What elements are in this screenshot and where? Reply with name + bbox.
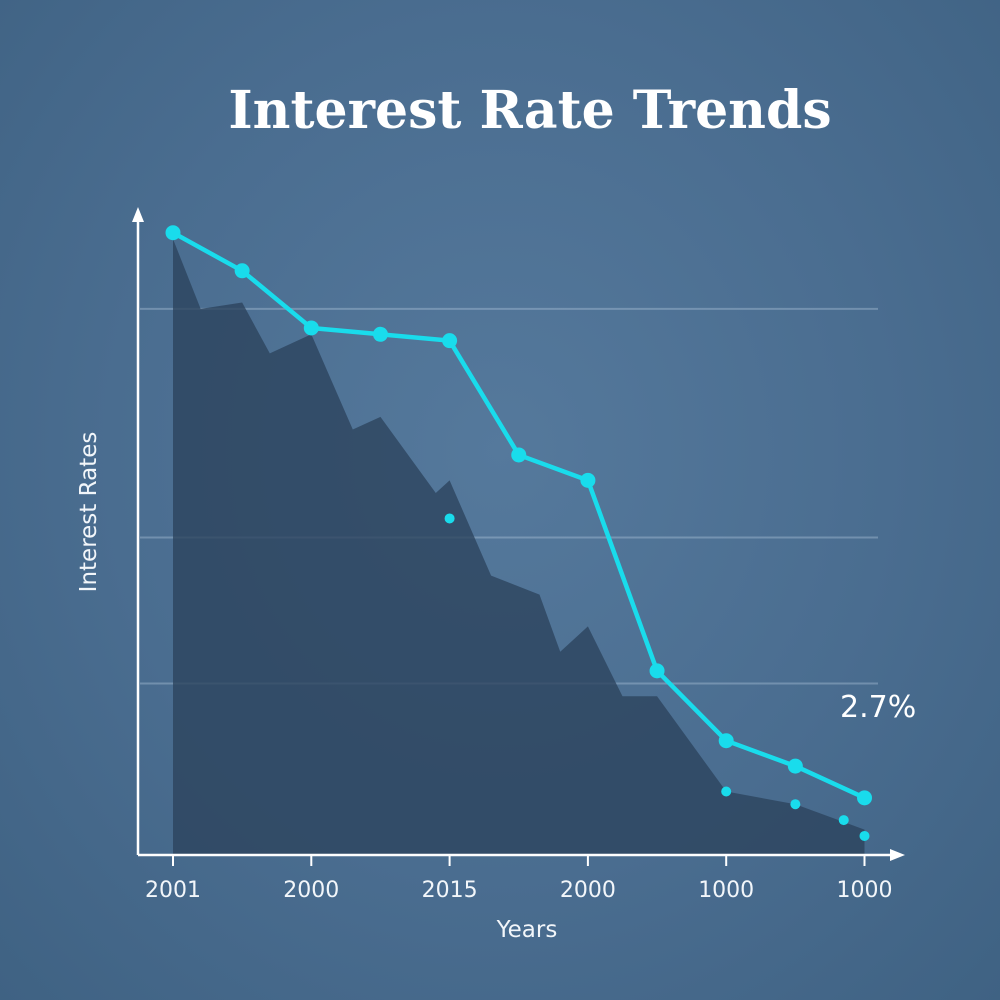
x-tick-label: 2015 (422, 878, 478, 903)
line-point (372, 326, 388, 342)
line-point (649, 663, 665, 679)
scatter-point (859, 830, 870, 841)
chart-title: Interest Rate Trends (228, 80, 831, 141)
line-point (787, 758, 803, 774)
x-axis-arrow (890, 849, 905, 861)
y-axis-label: Interest Rates (76, 432, 102, 593)
scatter-point (444, 513, 455, 524)
x-tick-label: 1000 (698, 878, 754, 903)
line-point (165, 225, 181, 241)
tick-layer: 2001 2000 2015 2000 1000 1000 (145, 855, 893, 903)
x-tick-label: 2001 (145, 878, 201, 903)
line-point (511, 447, 527, 463)
scatter-point (838, 815, 849, 826)
area-layer (173, 239, 865, 856)
scatter-point (790, 799, 801, 810)
point-layer (165, 225, 872, 841)
area-series (173, 239, 865, 856)
x-tick-label: 1000 (837, 878, 893, 903)
line-point (234, 263, 250, 279)
x-axis-label: Years (496, 917, 558, 943)
scatter-point (721, 786, 732, 797)
x-tick-label: 2000 (283, 878, 339, 903)
axis-layer (132, 207, 905, 861)
annotation-label: 2.7% (840, 690, 916, 725)
x-tick-label: 2000 (560, 878, 616, 903)
line-point (580, 472, 596, 488)
line-point (857, 790, 872, 806)
line-point (303, 320, 319, 336)
line-point (718, 733, 734, 749)
line-point (442, 333, 458, 349)
y-axis-arrow (132, 207, 144, 222)
